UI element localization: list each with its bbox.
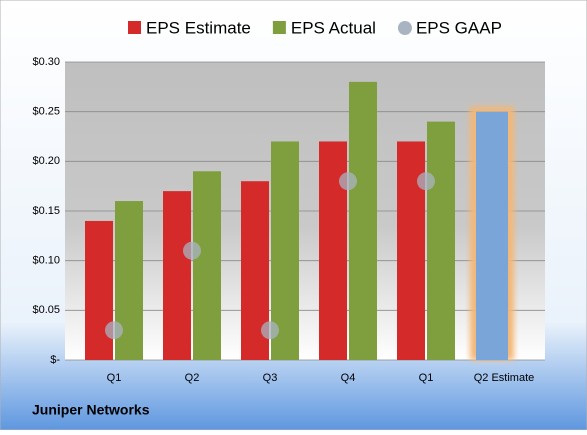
bar bbox=[85, 220, 113, 360]
bar bbox=[427, 121, 455, 360]
projection-bar bbox=[476, 111, 508, 361]
y-tick-label: $0.15 bbox=[32, 205, 60, 217]
legend-label: EPS GAAP bbox=[416, 18, 502, 37]
gaap-marker bbox=[183, 241, 201, 260]
gaap-marker bbox=[261, 321, 279, 340]
legend-swatch bbox=[272, 21, 286, 34]
gaap-marker bbox=[105, 321, 123, 340]
bar bbox=[193, 171, 221, 360]
y-tick-label: $0.10 bbox=[32, 255, 60, 267]
y-tick-label: $0.30 bbox=[32, 56, 60, 68]
x-tick-label: Q1 bbox=[107, 372, 122, 384]
legend-swatch bbox=[397, 21, 412, 35]
legend-swatch bbox=[128, 21, 141, 34]
gaap-marker bbox=[417, 172, 435, 191]
bar bbox=[163, 191, 191, 360]
legend-label: EPS Estimate bbox=[146, 18, 251, 37]
x-tick-label: Q2 Estimate bbox=[474, 372, 535, 384]
gaap-marker bbox=[339, 172, 357, 191]
legend-label: EPS Actual bbox=[291, 18, 376, 37]
x-tick-label: Q2 bbox=[185, 372, 200, 384]
y-tick-label: $- bbox=[50, 354, 60, 366]
y-tick-label: $0.20 bbox=[32, 155, 60, 167]
y-tick-label: $0.05 bbox=[32, 304, 60, 316]
x-tick-label: Q3 bbox=[263, 372, 278, 384]
y-tick-label: $0.25 bbox=[32, 106, 60, 118]
x-tick-label: Q1 bbox=[419, 372, 434, 384]
bar bbox=[349, 81, 377, 360]
x-tick-label: Q4 bbox=[341, 372, 356, 384]
chart-title: Juniper Networks bbox=[32, 402, 150, 418]
